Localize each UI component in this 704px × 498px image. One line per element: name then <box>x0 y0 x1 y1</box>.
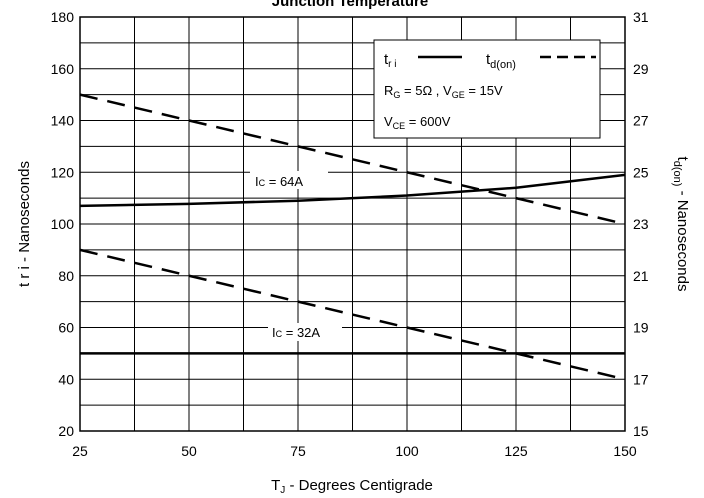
tdon-series-line-4 <box>79 248 626 381</box>
chart-title: Junction Temperature <box>272 0 428 10</box>
y-tick-labels: 20 40 60 80 100 120 140 160 180 <box>51 9 75 439</box>
annotation-ic-32a: IC = 32A <box>268 323 342 341</box>
y-tick-label: 140 <box>51 113 75 129</box>
y-tick-label: 80 <box>58 268 74 284</box>
y-axis-label: t r i - Nanoseconds <box>16 161 33 287</box>
annotation-bg <box>250 171 328 189</box>
x-tick-label: 25 <box>72 443 88 459</box>
y-tick-label: 100 <box>51 216 75 232</box>
y2-tick-label: 23 <box>633 216 649 232</box>
annotation-bg <box>268 323 342 341</box>
y-tick-label: 40 <box>58 371 74 387</box>
y-tick-label: 180 <box>51 9 75 25</box>
legend-tdon-label: td(on) <box>486 51 516 71</box>
y-tick-label: 20 <box>58 423 74 439</box>
y2-tick-label: 21 <box>633 268 649 284</box>
series-layer <box>79 93 626 381</box>
annotation-text: IC = 64A <box>255 174 303 189</box>
y2-tick-labels: 15 17 19 21 23 25 27 29 31 <box>633 9 649 439</box>
x-tick-label: 125 <box>504 443 528 459</box>
y2-tick-label: 27 <box>633 113 649 129</box>
legend-conditions-line2: VCE = 600V <box>384 114 451 131</box>
y2-tick-label: 17 <box>633 371 649 387</box>
y2-tick-label: 19 <box>633 320 649 336</box>
y-tick-label: 60 <box>58 320 74 336</box>
legend-conditions-line1: RG = 5Ω , VGE = 15V <box>384 83 503 100</box>
tdon-series-line-3 <box>79 93 626 226</box>
x-tick-label: 150 <box>613 443 637 459</box>
plot-frame <box>79 16 626 432</box>
legend: tr i td(on) RG = 5Ω , VGE = 15V VCE = 60… <box>373 39 601 139</box>
x-tick-labels: 25 50 75 100 125 150 <box>72 443 637 459</box>
annotation-ic-64a: IC = 64A <box>250 171 328 189</box>
y-tick-label: 160 <box>51 61 75 77</box>
y2-axis-label: td(on) - Nanoseconds <box>671 157 691 292</box>
y2-tick-label: 15 <box>633 423 649 439</box>
x-tick-label: 50 <box>181 443 197 459</box>
x-tick-label: 100 <box>395 443 419 459</box>
y2-tick-label: 25 <box>633 164 649 180</box>
y-tick-label: 120 <box>51 164 75 180</box>
y2-tick-label: 31 <box>633 9 649 25</box>
legend-tri-label: tr i <box>384 51 397 70</box>
x-tick-label: 75 <box>290 443 306 459</box>
tri-series-line-1 <box>79 173 626 208</box>
annotation-text: IC = 32A <box>272 325 320 340</box>
x-axis-label: TJ - Degrees Centigrade <box>271 477 433 496</box>
y2-tick-label: 29 <box>633 61 649 77</box>
